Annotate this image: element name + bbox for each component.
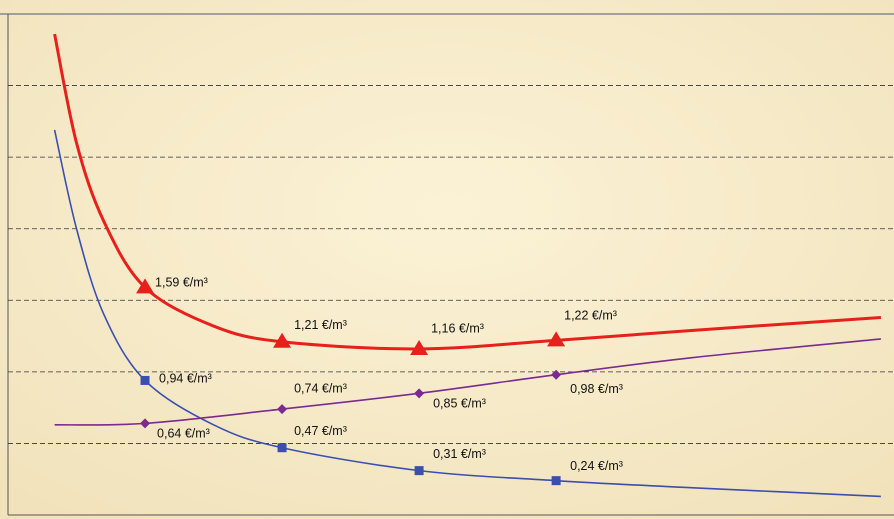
marker <box>414 388 425 399</box>
data-label: 0,24 €/m³ <box>570 459 623 473</box>
data-label: 0,64 €/m³ <box>157 427 210 441</box>
data-label: 0,47 €/m³ <box>294 424 347 438</box>
marker <box>547 331 566 347</box>
data-label: 1,22 €/m³ <box>564 309 617 323</box>
series-line <box>54 338 881 426</box>
marker <box>551 369 562 380</box>
marker <box>551 476 561 486</box>
data-label: 0,74 €/m³ <box>294 381 347 395</box>
data-label: 1,59 €/m³ <box>155 276 208 290</box>
marker <box>414 466 424 476</box>
marker <box>277 443 287 453</box>
marker <box>136 278 155 294</box>
marker <box>410 339 429 355</box>
data-label: 0,98 €/m³ <box>570 382 623 396</box>
data-label: 0,94 €/m³ <box>159 372 212 386</box>
marker <box>273 332 292 348</box>
marker <box>140 375 150 385</box>
data-label: 1,16 €/m³ <box>431 321 484 335</box>
marker <box>140 418 151 429</box>
data-label: 0,31 €/m³ <box>433 447 486 461</box>
data-label: 1,21 €/m³ <box>294 318 347 332</box>
data-label: 0,85 €/m³ <box>433 397 486 411</box>
marker <box>277 404 288 415</box>
